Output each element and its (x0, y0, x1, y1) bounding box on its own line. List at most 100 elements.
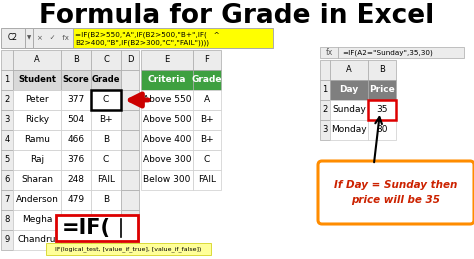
FancyBboxPatch shape (33, 28, 73, 48)
FancyBboxPatch shape (61, 70, 91, 90)
Text: C: C (103, 235, 109, 244)
FancyBboxPatch shape (193, 90, 221, 110)
FancyBboxPatch shape (320, 47, 338, 58)
FancyBboxPatch shape (61, 230, 91, 250)
Text: 3: 3 (322, 126, 328, 134)
FancyBboxPatch shape (121, 130, 139, 150)
Text: Above 550: Above 550 (143, 96, 191, 104)
FancyBboxPatch shape (330, 60, 368, 80)
FancyBboxPatch shape (121, 110, 139, 130)
Text: Peter: Peter (25, 96, 49, 104)
FancyBboxPatch shape (61, 190, 91, 210)
Text: 2: 2 (322, 105, 328, 114)
FancyBboxPatch shape (141, 90, 193, 110)
FancyBboxPatch shape (121, 190, 139, 210)
FancyBboxPatch shape (91, 230, 121, 250)
FancyBboxPatch shape (1, 210, 13, 230)
Text: 377: 377 (67, 96, 85, 104)
FancyBboxPatch shape (56, 215, 138, 241)
Text: Price: Price (369, 85, 395, 95)
Text: Above 400: Above 400 (143, 135, 191, 145)
Text: C: C (103, 155, 109, 164)
FancyBboxPatch shape (13, 170, 61, 190)
FancyBboxPatch shape (1, 230, 13, 250)
Text: Above 300: Above 300 (143, 155, 191, 164)
Text: E: E (164, 55, 170, 64)
FancyBboxPatch shape (368, 60, 396, 80)
Text: Above 500: Above 500 (143, 116, 191, 125)
Text: If Day = Sunday then
price will be 35: If Day = Sunday then price will be 35 (334, 180, 458, 205)
Text: FAIL: FAIL (198, 176, 216, 184)
Text: 1: 1 (322, 85, 328, 95)
FancyBboxPatch shape (1, 28, 25, 48)
FancyBboxPatch shape (368, 80, 396, 100)
FancyBboxPatch shape (330, 120, 368, 140)
Text: B+: B+ (200, 135, 214, 145)
Text: =IF(A2="Sunday",35,30): =IF(A2="Sunday",35,30) (342, 49, 433, 56)
FancyBboxPatch shape (46, 243, 211, 255)
Text: B+: B+ (200, 116, 214, 125)
Text: Day: Day (339, 85, 359, 95)
FancyBboxPatch shape (318, 161, 474, 224)
FancyBboxPatch shape (1, 170, 13, 190)
Text: C: C (103, 55, 109, 64)
FancyBboxPatch shape (91, 50, 121, 70)
Text: 35: 35 (376, 105, 388, 114)
FancyBboxPatch shape (91, 210, 121, 230)
Text: ×   ✓   fx: × ✓ fx (37, 35, 69, 41)
FancyBboxPatch shape (91, 190, 121, 210)
Text: =IF(B2>550,"A",IF(B2>500,"B+",IF(   ^: =IF(B2>550,"A",IF(B2>500,"B+",IF( ^ (75, 31, 220, 38)
FancyBboxPatch shape (141, 130, 193, 150)
FancyBboxPatch shape (13, 230, 61, 250)
FancyBboxPatch shape (13, 150, 61, 170)
FancyBboxPatch shape (13, 190, 61, 210)
FancyBboxPatch shape (1, 50, 13, 70)
FancyBboxPatch shape (13, 130, 61, 150)
Text: 466: 466 (67, 135, 84, 145)
FancyBboxPatch shape (91, 150, 121, 170)
Text: C: C (204, 155, 210, 164)
Text: 8: 8 (4, 215, 9, 225)
FancyBboxPatch shape (61, 90, 91, 110)
FancyBboxPatch shape (330, 100, 368, 120)
Text: Ricky: Ricky (25, 116, 49, 125)
Text: C2: C2 (8, 33, 18, 42)
FancyBboxPatch shape (61, 130, 91, 150)
Text: Criteria: Criteria (148, 76, 186, 84)
Text: F: F (205, 55, 210, 64)
Text: Megha: Megha (22, 215, 52, 225)
Text: 479: 479 (67, 196, 84, 205)
Text: 376: 376 (67, 155, 85, 164)
Text: Sharan: Sharan (21, 176, 53, 184)
FancyBboxPatch shape (61, 150, 91, 170)
Text: Grade: Grade (92, 76, 120, 84)
Text: 2: 2 (4, 96, 9, 104)
FancyBboxPatch shape (61, 210, 91, 230)
Text: fx: fx (325, 48, 333, 57)
Text: Formula for Grade in Excel: Formula for Grade in Excel (39, 3, 435, 29)
Text: ▼: ▼ (27, 35, 31, 40)
FancyBboxPatch shape (141, 70, 193, 90)
FancyBboxPatch shape (193, 130, 221, 150)
FancyBboxPatch shape (141, 150, 193, 170)
FancyBboxPatch shape (61, 110, 91, 130)
FancyBboxPatch shape (368, 100, 396, 120)
FancyBboxPatch shape (338, 47, 464, 58)
Text: 504: 504 (67, 116, 84, 125)
Text: B2>400,"B",IF(B2>300,"C","FAIL")))): B2>400,"B",IF(B2>300,"C","FAIL")))) (75, 39, 209, 46)
Text: B: B (103, 196, 109, 205)
Text: 304: 304 (67, 235, 84, 244)
FancyBboxPatch shape (368, 120, 396, 140)
FancyBboxPatch shape (193, 70, 221, 90)
FancyBboxPatch shape (121, 90, 139, 110)
Text: 3: 3 (4, 116, 9, 125)
FancyBboxPatch shape (1, 110, 13, 130)
FancyBboxPatch shape (91, 90, 121, 110)
Text: Ramu: Ramu (24, 135, 50, 145)
Text: 591: 591 (67, 215, 85, 225)
Text: Anderson: Anderson (16, 196, 58, 205)
FancyBboxPatch shape (320, 60, 330, 80)
Text: 7: 7 (4, 196, 9, 205)
Text: Raj: Raj (30, 155, 44, 164)
Text: A: A (34, 55, 40, 64)
